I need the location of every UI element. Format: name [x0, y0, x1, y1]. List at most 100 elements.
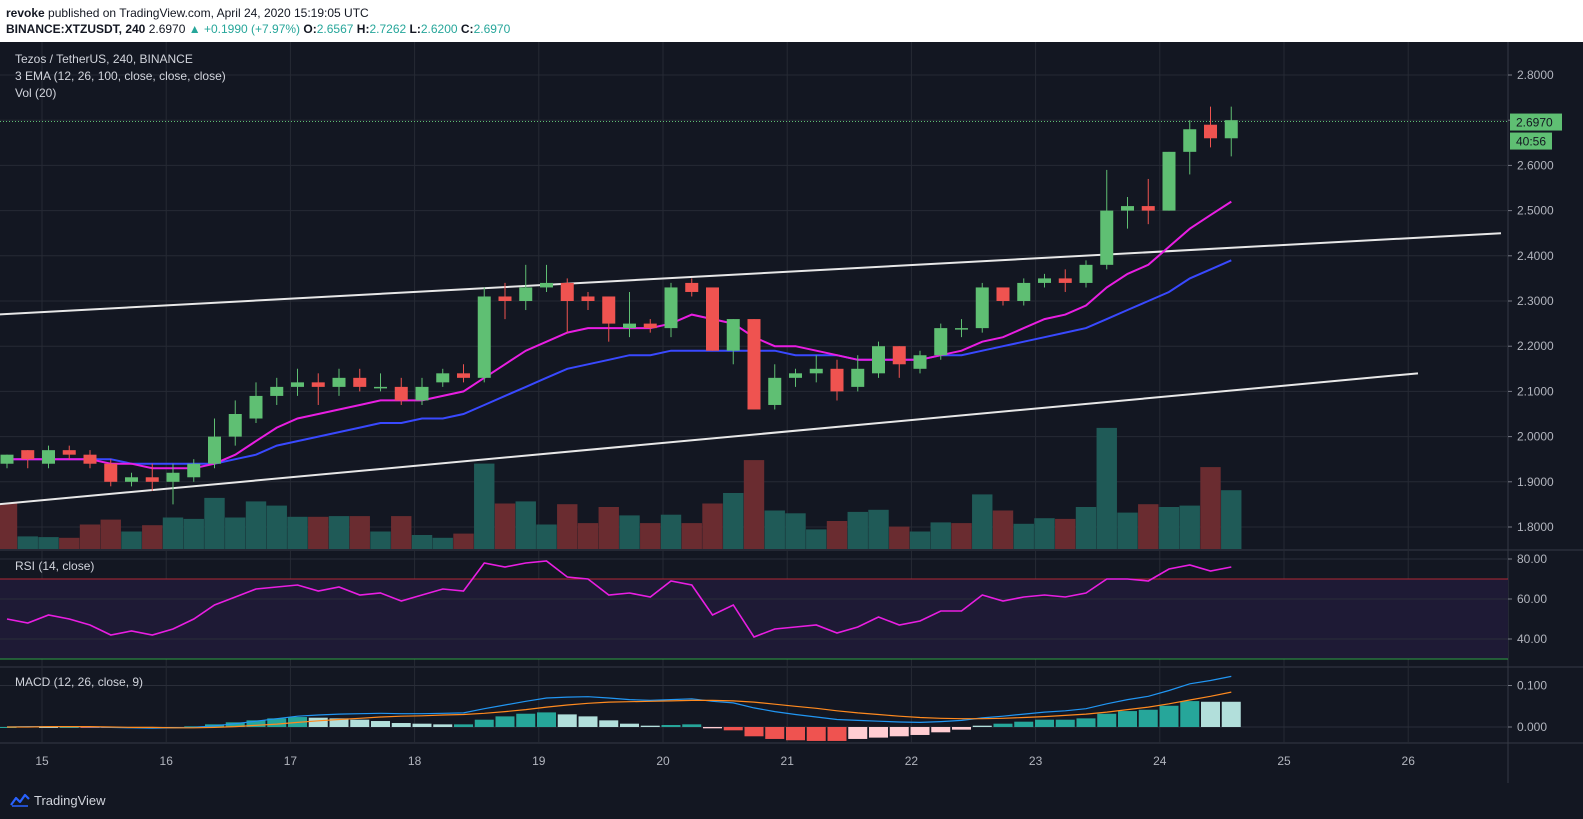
candle-body[interactable] [21, 450, 35, 460]
candle-body[interactable] [913, 355, 927, 369]
candle-body[interactable] [1183, 129, 1197, 152]
candle-body[interactable] [415, 386, 429, 401]
candle-body[interactable] [1079, 264, 1093, 283]
candle-body[interactable] [1224, 120, 1238, 139]
tradingview-logo-icon[interactable] [10, 793, 30, 807]
candle-body[interactable] [332, 377, 346, 387]
ema-slow-line[interactable] [7, 259, 1232, 465]
symbol-legend[interactable]: Tezos / TetherUS, 240, BINANCE [15, 52, 193, 66]
candle-body[interactable] [477, 296, 491, 378]
rsi-axis-tick: 80.00 [1517, 552, 1547, 566]
macd-histogram-bar [433, 724, 453, 727]
chart-canvas[interactable]: 1516171819202122232425262.80002.70002.60… [0, 42, 1583, 802]
candle-body[interactable] [436, 373, 450, 383]
rsi-legend[interactable]: RSI (14, close) [15, 559, 95, 573]
candle-body[interactable] [872, 346, 885, 374]
time-axis-tick: 24 [1153, 754, 1167, 768]
candle-body[interactable] [602, 296, 616, 324]
time-axis-tick: 16 [160, 754, 174, 768]
volume-bar [1096, 427, 1117, 549]
macd-histogram-bar [495, 716, 515, 727]
candle-body[interactable] [581, 296, 595, 301]
ema-fast-line[interactable] [7, 200, 1232, 470]
candle-body[interactable] [1017, 282, 1031, 301]
candle-body[interactable] [809, 368, 823, 374]
candle-body[interactable] [643, 323, 657, 329]
footer-brand[interactable]: TradingView [34, 793, 106, 808]
candle-body[interactable] [519, 287, 533, 301]
candle-body[interactable] [125, 477, 138, 482]
low-label: L: [409, 22, 421, 36]
candle-body[interactable] [1100, 210, 1114, 265]
candle-body[interactable] [892, 346, 906, 365]
candle-body[interactable] [228, 414, 242, 437]
candle-body[interactable] [1058, 278, 1072, 283]
last-price: 2.6970 [148, 22, 186, 36]
candle-body[interactable] [104, 463, 118, 482]
candle-body[interactable] [42, 450, 55, 464]
candle-body[interactable] [768, 377, 782, 405]
candle-body[interactable] [664, 287, 678, 329]
volume-bar [121, 531, 142, 549]
candle-body[interactable] [934, 328, 948, 356]
candle-body[interactable] [208, 436, 221, 464]
candle-body[interactable] [623, 323, 636, 329]
candle-body[interactable] [996, 287, 1010, 301]
candle-body[interactable] [374, 386, 387, 389]
candle-body[interactable] [145, 477, 159, 482]
candle-body[interactable] [291, 382, 304, 387]
candle-body[interactable] [83, 454, 97, 464]
candle-body[interactable] [726, 319, 740, 351]
volume-legend[interactable]: Vol (20) [15, 86, 57, 100]
volume-bar [764, 510, 785, 549]
candle-body[interactable] [1162, 151, 1176, 211]
candle-body[interactable] [498, 296, 512, 301]
candle-body[interactable] [540, 282, 553, 288]
macd-legend[interactable]: MACD (12, 26, close, 9) [15, 675, 144, 689]
candle-body[interactable] [457, 373, 470, 378]
macd-histogram-bar [765, 727, 785, 739]
candle-body[interactable] [851, 368, 865, 387]
volume-bar [1158, 507, 1180, 549]
candle-body[interactable] [353, 377, 367, 387]
chart-area[interactable]: 1516171819202122232425262.80002.70002.60… [0, 42, 1583, 802]
candle-body[interactable] [685, 282, 699, 292]
candle-body[interactable] [62, 450, 76, 455]
candle-body[interactable] [975, 287, 989, 329]
candle-body[interactable] [560, 282, 574, 301]
candle-body[interactable] [270, 386, 284, 396]
symbol-quote-line: BINANCE:XTZUSDT, 240 2.6970 ▲ +0.1990 (+… [6, 22, 510, 36]
candle-body[interactable] [1038, 278, 1051, 283]
rsi-line[interactable] [6, 560, 1232, 638]
volume-bar [474, 463, 495, 549]
macd-histogram-bar [371, 721, 390, 727]
candle-body[interactable] [955, 328, 968, 330]
volume-bar [640, 523, 661, 549]
signal-line[interactable] [7, 691, 1232, 729]
candle-body[interactable] [1204, 124, 1217, 139]
price-axis-tick: 2.8000 [1517, 68, 1554, 82]
ema-legend[interactable]: 3 EMA (12, 26, 100, close, close, close) [15, 69, 226, 83]
trendline[interactable] [0, 232, 1502, 316]
candle-body[interactable] [166, 472, 180, 482]
trendline[interactable] [0, 372, 1419, 506]
candle-body[interactable] [830, 368, 844, 392]
publisher-name[interactable]: revoke [6, 6, 45, 20]
candle-body[interactable] [747, 319, 761, 410]
candle-body[interactable] [789, 373, 802, 378]
volume-bar [536, 524, 557, 549]
time-axis-tick: 23 [1029, 754, 1043, 768]
candle-body[interactable] [187, 463, 201, 478]
candle-body[interactable] [311, 382, 325, 387]
candle-body[interactable] [706, 287, 719, 351]
macd-histogram-bar [578, 716, 598, 727]
candle-body[interactable] [394, 386, 408, 401]
macd-line[interactable] [6, 675, 1232, 729]
candle-body[interactable] [1121, 206, 1134, 211]
candle-body[interactable] [1141, 206, 1155, 211]
candle-body[interactable] [0, 454, 14, 464]
macd-histogram-bar [308, 717, 328, 727]
macd-histogram-bar [1055, 719, 1075, 727]
volume-bar [702, 503, 723, 549]
candle-body[interactable] [249, 395, 263, 419]
